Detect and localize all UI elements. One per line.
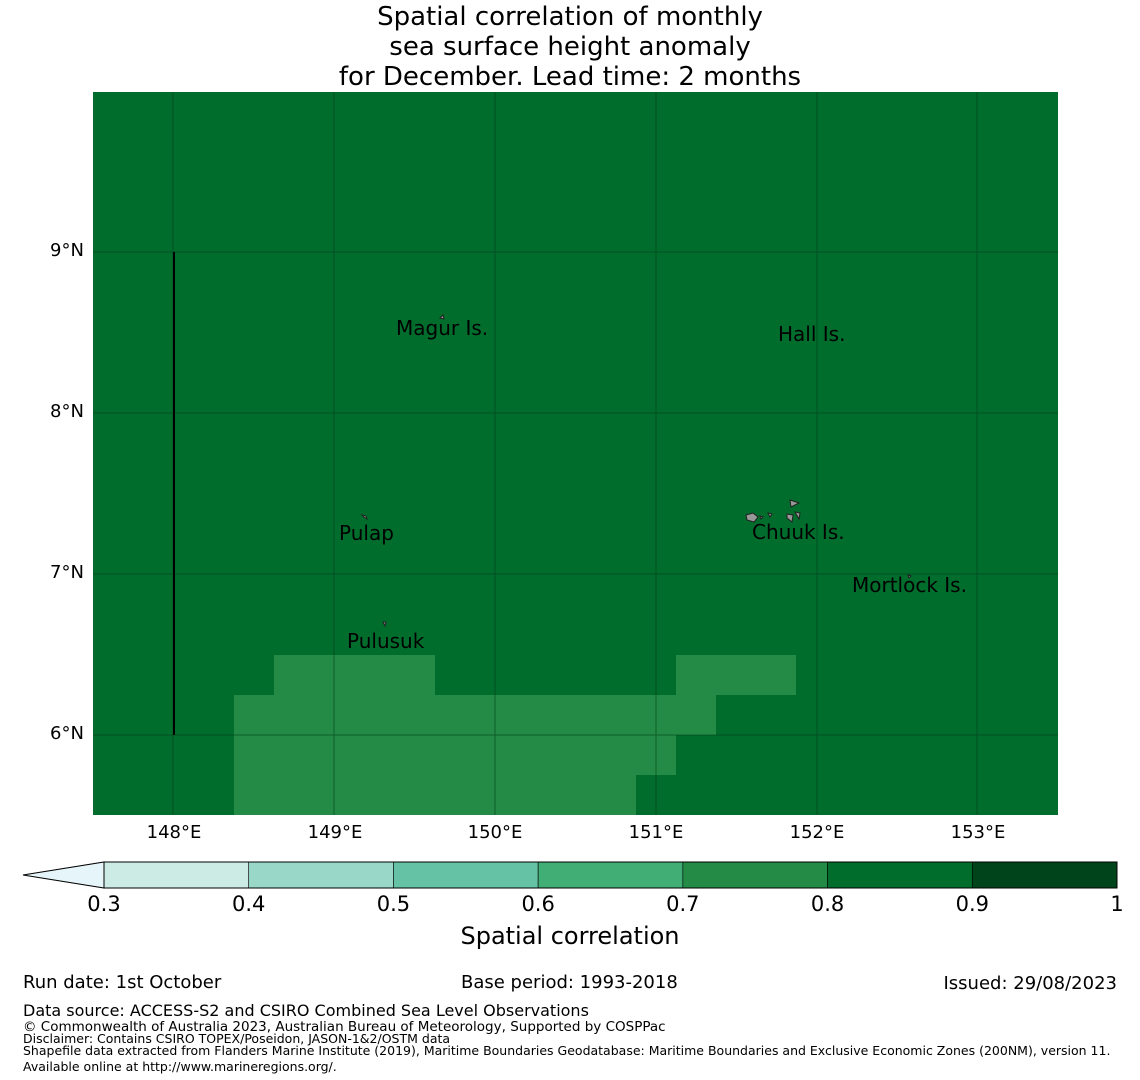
colorbar-segment-1 <box>248 861 394 889</box>
colorbar-segment-2 <box>393 861 539 889</box>
colorbar-tick-label: 0.3 <box>87 892 121 916</box>
title-line-2: sea surface height anomaly <box>389 32 751 62</box>
chart-title: Spatial correlation of monthly sea surfa… <box>0 2 1140 92</box>
place-label-magur: Magur Is. <box>396 316 489 340</box>
island-shapes <box>360 314 912 628</box>
colorbar-segment-4 <box>682 861 828 889</box>
shapefile-credit: Shapefile data extracted from Flanders M… <box>23 1043 1111 1074</box>
lon-label-152e: 152°E <box>789 822 845 843</box>
lat-label-9n: 9°N <box>50 240 84 261</box>
colorbar <box>22 861 1118 889</box>
colorbar-tick-label: 1 <box>1110 892 1124 916</box>
lon-label-148e: 148°E <box>146 822 202 843</box>
lon-label-153e: 153°E <box>950 822 1006 843</box>
place-label-pulap: Pulap <box>339 521 394 545</box>
place-label-mortlock: Mortlock Is. <box>852 573 967 597</box>
chuuk-island-5 <box>794 511 801 521</box>
pulap-island <box>360 514 368 521</box>
colorbar-tick-label: 0.4 <box>232 892 266 916</box>
lat-label-6n: 6°N <box>50 723 84 744</box>
colorbar-tick-label: 0.7 <box>666 892 700 916</box>
lon-label-150e: 150°E <box>467 822 523 843</box>
place-label-pulusuk: Pulusuk <box>347 629 425 653</box>
colorbar-segments <box>103 861 1118 889</box>
colorbar-tick-label: 0.9 <box>955 892 989 916</box>
chuuk-island-6 <box>759 515 764 520</box>
disclaimer: Disclaimer: Contains CSIRO TOPEX/Poseido… <box>23 1031 451 1046</box>
colorbar-segment-5 <box>827 861 973 889</box>
chuuk-island-1 <box>789 499 801 508</box>
mortlock-island <box>907 574 912 579</box>
graticule <box>93 92 1058 815</box>
issued-date: Issued: 29/08/2023 <box>943 973 1117 994</box>
colorbar-tick-label: 0.8 <box>810 892 845 916</box>
colorbar-tick-label: 0.6 <box>521 892 555 916</box>
colorbar-segment-6 <box>971 861 1118 889</box>
chuuk-island-2 <box>745 512 759 523</box>
colorbar-extend-triangle <box>22 861 105 889</box>
correlation-map <box>93 92 1058 815</box>
map-background-field <box>93 92 1058 815</box>
chuuk-island-3 <box>767 512 773 518</box>
base-period: Base period: 1993-2018 <box>461 972 678 993</box>
colorbar-label: Spatial correlation <box>460 922 680 950</box>
lon-label-151e: 151°E <box>628 822 684 843</box>
copyright: © Commonwealth of Australia 2023, Austra… <box>23 1019 666 1035</box>
lat-label-7n: 7°N <box>50 562 84 583</box>
lat-label-8n: 8°N <box>50 401 84 422</box>
colorbar-segment-0 <box>103 861 250 889</box>
colorbar-outline <box>103 861 1118 889</box>
chuuk-island-4 <box>786 513 794 523</box>
lon-label-149e: 149°E <box>307 822 363 843</box>
run-date: Run date: 1st October <box>23 972 222 993</box>
place-label-hall: Hall Is. <box>778 322 846 346</box>
colorbar-segment-3 <box>537 861 684 889</box>
title-line-1: Spatial correlation of monthly <box>377 2 763 32</box>
data-source: Data source: ACCESS-S2 and CSIRO Combine… <box>23 1001 589 1020</box>
magur-island <box>439 314 445 320</box>
title-line-3: for December. Lead time: 2 months <box>338 62 802 92</box>
colorbar-tick-label: 0.5 <box>376 892 411 916</box>
place-label-chuuk: Chuuk Is. <box>752 520 845 544</box>
pulusuk-island <box>382 621 387 628</box>
